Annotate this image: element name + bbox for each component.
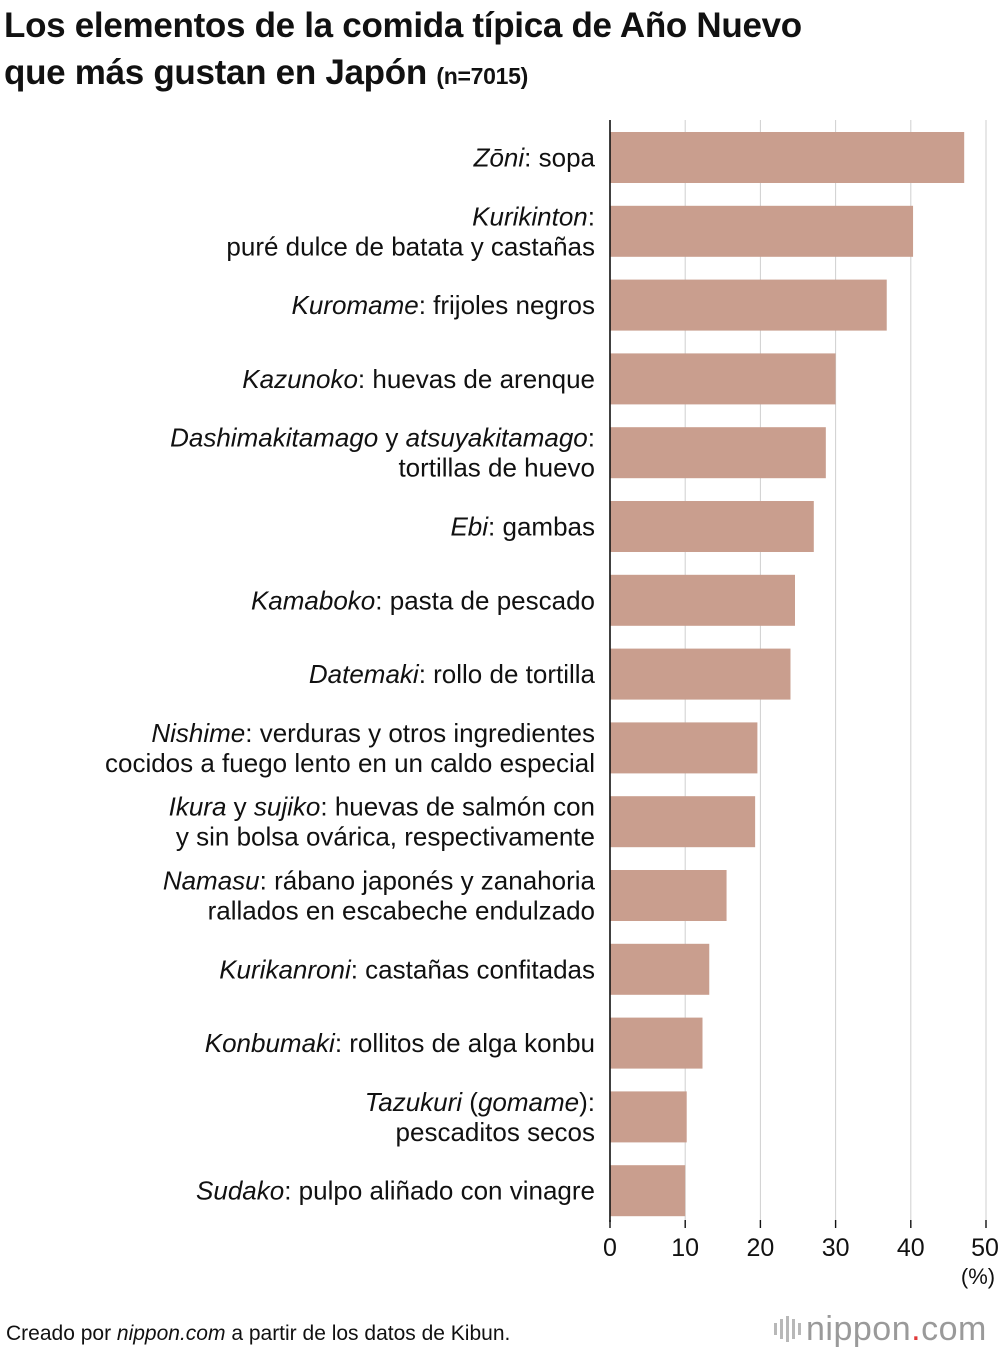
category-label-3: Kuromame: frijoles negros bbox=[292, 290, 595, 320]
bar-7 bbox=[610, 574, 795, 626]
title-line-2: que más gustan en Japón (n=7015) bbox=[4, 49, 994, 100]
category-label-2: Kurikinton: puré dulce de batata y castañ… bbox=[226, 201, 595, 261]
brand-name: nippon bbox=[806, 1310, 912, 1348]
sample-size: (n=7015) bbox=[436, 63, 528, 89]
brand-dot: . bbox=[911, 1310, 922, 1348]
category-label-9: Nishime: verduras y otros ingredientes co… bbox=[105, 718, 595, 778]
category-label-4: Kazunoko: huevas de arenque bbox=[242, 364, 595, 394]
bar-14 bbox=[610, 1091, 687, 1143]
bar-10 bbox=[610, 796, 756, 848]
source-prefix: Creado por bbox=[6, 1322, 117, 1345]
bar-4 bbox=[610, 353, 836, 405]
category-label-6: Ebi: gambas bbox=[450, 512, 595, 542]
category-label-7: Kamaboko: pasta de pescado bbox=[251, 585, 595, 615]
bar-5 bbox=[610, 427, 826, 479]
bar-8 bbox=[610, 648, 791, 700]
category-label-11: Namasu: rábano japonés y zanahoria rallad… bbox=[163, 866, 596, 926]
source-suffix: a partir de los datos de Kibun. bbox=[225, 1322, 511, 1345]
tick-label-20: 20 bbox=[746, 1234, 774, 1262]
category-label-1: Zōni: sopa bbox=[473, 143, 596, 173]
category-label-8: Datemaki: rollo de tortilla bbox=[309, 659, 596, 689]
category-label-5: Dashimakitamago y atsuyakitamago: tortill… bbox=[170, 423, 595, 483]
category-label-14: Tazukuri (gomame): pescaditos secos bbox=[365, 1087, 595, 1147]
title-line-1: Los elementos de la comida típica de Año… bbox=[4, 6, 802, 45]
source-note: Creado por nippon.com a partir de los da… bbox=[6, 1322, 510, 1346]
category-label-10: Ikura y sujiko: huevas de salmón con y si… bbox=[169, 792, 595, 852]
bar-6 bbox=[610, 501, 814, 552]
tick-label-50: 50 bbox=[971, 1234, 999, 1262]
category-label-15: Sudako: pulpo aliñado con vinagre bbox=[196, 1176, 595, 1206]
bar-11 bbox=[610, 870, 727, 921]
tick-label-40: 40 bbox=[897, 1234, 925, 1262]
bar-chart: Zōni: sopa Kurikinton: puré dulce de batat… bbox=[105, 120, 999, 1289]
bar-13 bbox=[610, 1017, 703, 1069]
tick-label-10: 10 bbox=[671, 1234, 699, 1262]
bar-2 bbox=[610, 205, 914, 257]
bar-12 bbox=[610, 943, 710, 995]
title-line-2-text: que más gustan en Japón bbox=[4, 53, 427, 92]
bar-15 bbox=[610, 1165, 686, 1217]
chart-title: Los elementos de la comida típica de Año… bbox=[4, 2, 994, 100]
category-label-12: Kurikanroni: castañas confitadas bbox=[219, 954, 595, 984]
brand-mark-icon bbox=[774, 1316, 801, 1342]
bar-3 bbox=[610, 279, 887, 331]
tick-label-0: 0 bbox=[603, 1234, 617, 1262]
category-label-13: Konbumaki: rollitos de alga konbu bbox=[205, 1028, 595, 1058]
bar-9 bbox=[610, 722, 758, 774]
brand-tld: com bbox=[921, 1310, 987, 1348]
x-axis-unit: (%) bbox=[961, 1264, 995, 1289]
brand-logo: nippon.com bbox=[772, 1310, 987, 1349]
source-site: nippon.com bbox=[116, 1322, 226, 1345]
bar-1 bbox=[610, 132, 965, 183]
tick-label-30: 30 bbox=[822, 1234, 850, 1262]
